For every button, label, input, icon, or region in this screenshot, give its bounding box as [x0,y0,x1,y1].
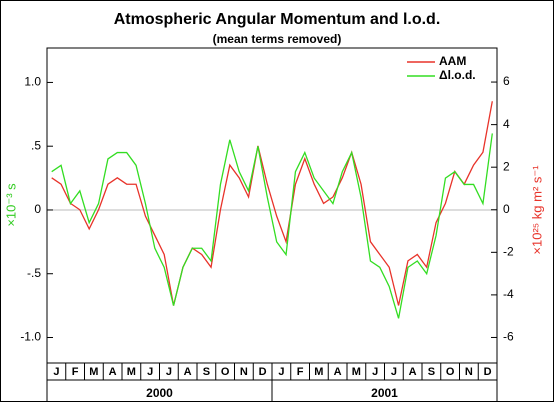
x-tick-label: N [240,366,248,378]
x-group-label: 2000 [146,386,173,400]
x-tick-label: J [372,366,378,378]
y-tick-label: 1.0 [24,75,41,89]
x-tick-label: N [465,366,473,378]
x-tick-label: D [484,366,492,378]
x-tick-label: S [428,366,435,378]
y2-tick-label: -4 [503,287,514,301]
x-tick-label: J [53,366,59,378]
x-tick-label: J [391,366,397,378]
x-tick-label: J [166,366,172,378]
x-tick-label: F [72,366,79,378]
plot-frame [46,47,498,364]
y2-tick-label: -2 [503,244,514,258]
x-tick-label: J [147,366,153,378]
x-tick-label: A [109,366,117,378]
x-group-label: 2001 [371,386,398,400]
x-tick-label: O [221,366,230,378]
chart-title: Atmospheric Angular Momentum and l.o.d. [114,11,441,28]
y-tick-label: .5 [31,138,41,152]
x-tick-label: A [184,366,192,378]
series-line [51,133,493,319]
x-tick-label: D [259,366,267,378]
y-tick-label: 0 [34,202,41,216]
legend-label: Δl.o.d. [439,68,476,82]
x-tick-label: M [352,366,361,378]
series-line [51,101,493,306]
y2-tick-label: 2 [503,159,510,173]
x-tick-label: F [297,366,304,378]
x-tick-label: A [334,366,342,378]
x-tick-label: M [89,366,98,378]
x-tick-label: J [278,366,284,378]
legend-label: AAM [439,54,466,68]
y-tick-label: -.5 [27,266,41,280]
y2-tick-label: 6 [503,74,510,88]
x-tick-label: O [446,366,455,378]
x-tick-label: A [409,366,417,378]
y2-tick-label: 4 [503,117,510,131]
x-tick-label: M [127,366,136,378]
x-tick-label: M [314,366,323,378]
chart-subtitle: (mean terms removed) [213,32,342,46]
y2-tick-label: -6 [503,330,514,344]
x-tick-label: S [203,366,210,378]
y2-axis-label: ×10²⁵ kg m² s⁻¹ [529,165,544,255]
y-axis-label: ×10⁻³ s [3,183,18,227]
y2-tick-label: 0 [503,202,510,216]
y-tick-label: -1.0 [20,330,41,344]
